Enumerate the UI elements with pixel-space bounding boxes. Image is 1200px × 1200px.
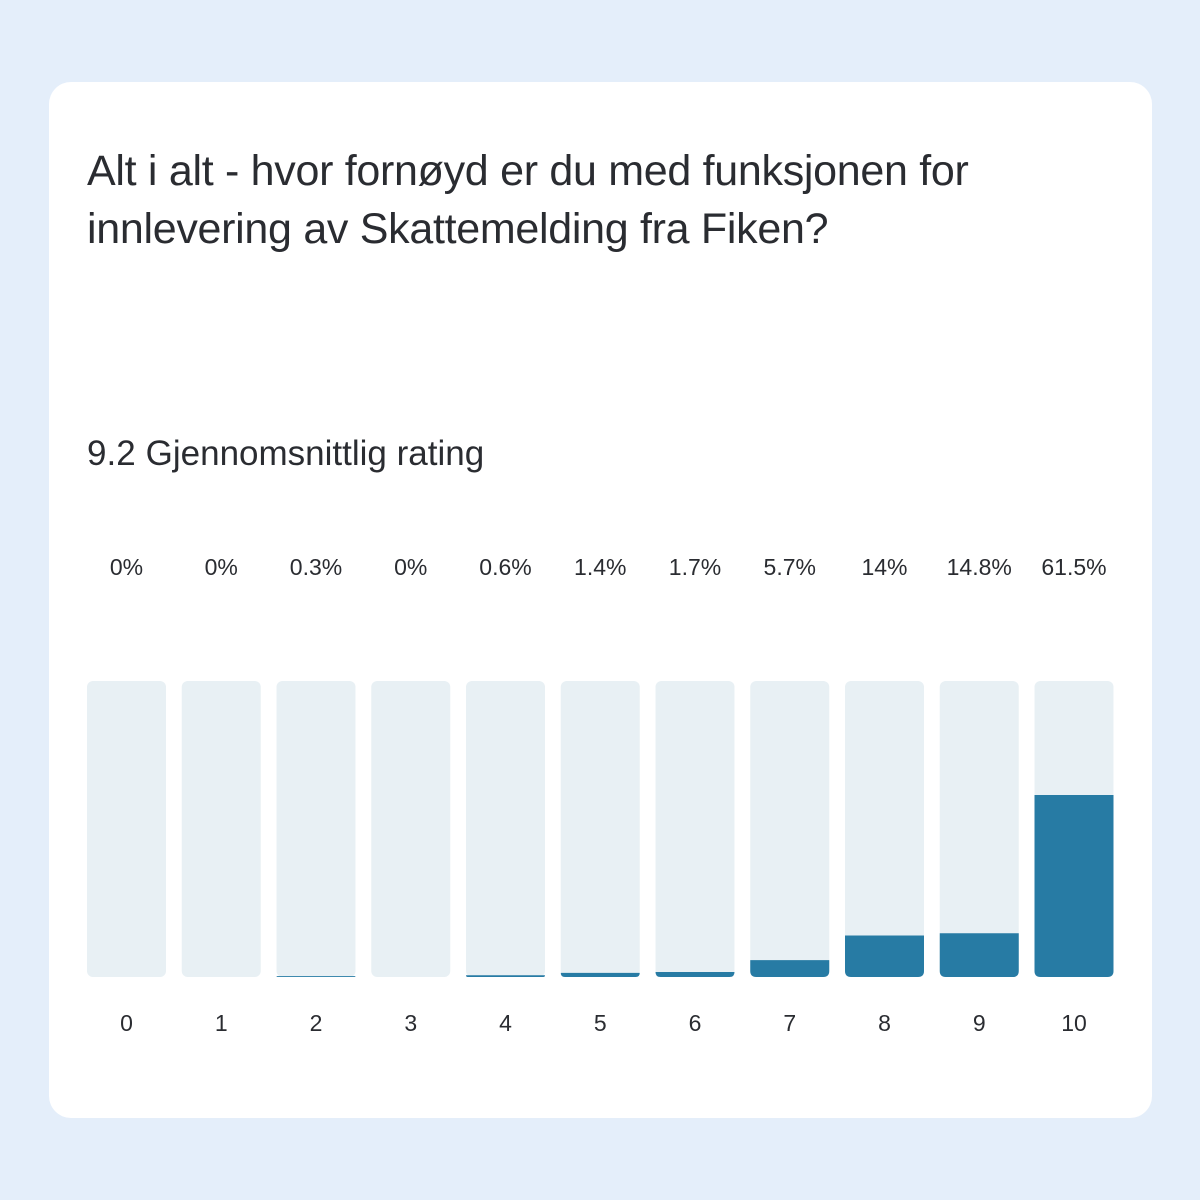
average-rating-value: 9.2 <box>87 434 136 473</box>
bar-value-label-8: 14% <box>861 554 907 580</box>
question-title: Alt i alt - hvor fornøyd er du med funks… <box>87 147 969 253</box>
rating-distribution-chart: 0% 0 0% 1 0.3% 2 0% 3 0.6% 4 1.4% 5 1.7% 6 5.7% 7 14% 8 14… <box>87 554 1114 1036</box>
average-rating: 9.2 Gjennomsnittlig rating <box>87 432 484 476</box>
bar-value-label-0: 0% <box>110 554 143 580</box>
category-label-10: 10 <box>1061 1010 1087 1036</box>
bar-track-2 <box>276 681 356 977</box>
bar-value-label-9: 14.8% <box>947 554 1012 580</box>
bar-value-label-10: 61.5% <box>1041 554 1106 580</box>
category-label-5: 5 <box>594 1010 607 1036</box>
bar-track-1 <box>181 681 261 977</box>
bar-value-label-5: 1.4% <box>574 554 626 580</box>
bar-6 <box>655 971 735 977</box>
category-label-0: 0 <box>120 1010 133 1036</box>
bar-track-9 <box>939 681 1019 977</box>
survey-card: Alt i alt - hvor fornøyd er du med funks… <box>49 82 1152 1118</box>
bar-value-label-6: 1.7% <box>669 554 721 580</box>
category-label-2: 2 <box>310 1010 323 1036</box>
category-label-7: 7 <box>783 1010 796 1036</box>
bar-4 <box>466 975 545 977</box>
bar-value-label-2: 0.3% <box>290 554 342 580</box>
bar-track-7 <box>750 681 830 977</box>
category-label-3: 3 <box>404 1010 417 1036</box>
bar-value-label-4: 0.6% <box>479 554 531 580</box>
bar-track-8 <box>845 681 924 977</box>
bar-10 <box>1034 794 1114 977</box>
bar-7 <box>750 960 830 977</box>
bar-value-label-7: 5.7% <box>764 554 816 580</box>
bar-track-5 <box>560 681 640 977</box>
category-label-8: 8 <box>878 1010 891 1036</box>
category-label-9: 9 <box>973 1010 986 1036</box>
bar-8 <box>845 935 924 977</box>
average-rating-label: Gjennomsnittlig rating <box>145 434 485 473</box>
category-label-4: 4 <box>499 1010 512 1036</box>
bar-track-0 <box>87 681 166 977</box>
bar-track-6 <box>655 681 735 977</box>
bar-track-4 <box>466 681 545 977</box>
bar-value-label-3: 0% <box>394 554 427 580</box>
bar-9 <box>939 933 1019 977</box>
category-label-1: 1 <box>215 1010 228 1036</box>
bar-track-3 <box>371 681 451 977</box>
bar-2 <box>276 976 356 977</box>
category-label-6: 6 <box>689 1010 702 1036</box>
bar-value-label-1: 0% <box>205 554 238 580</box>
bar-5 <box>560 972 640 977</box>
